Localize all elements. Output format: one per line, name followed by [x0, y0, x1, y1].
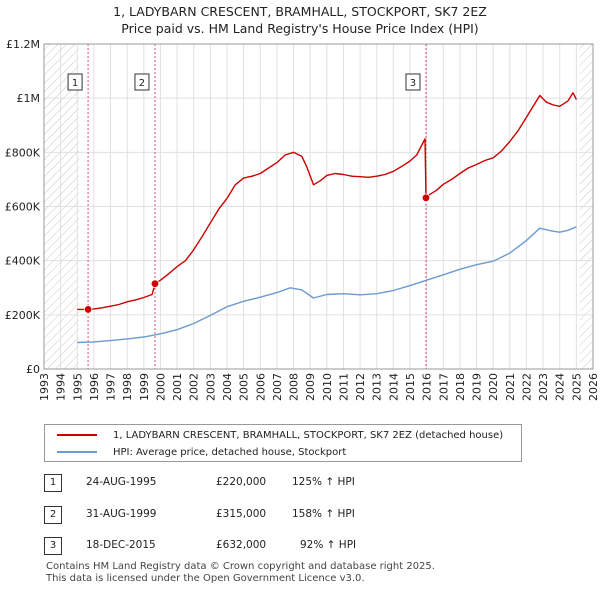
sale-point	[83, 305, 93, 314]
x-tick-label: 2011	[337, 373, 350, 401]
sale-marker-label: 3	[410, 78, 416, 89]
property-price-line	[77, 92, 578, 311]
x-tick-label: 2019	[471, 373, 484, 401]
x-tick-label: 1998	[121, 373, 134, 401]
x-tick-label: 1997	[105, 373, 118, 401]
x-tick-label: 2004	[221, 373, 234, 401]
sale-number-badge: 1	[44, 474, 62, 492]
x-tick-label: 2020	[487, 373, 500, 401]
sale-price: £220,000	[216, 476, 267, 488]
legend-item-hpi: HPI: Average price, detached house, Stoc…	[57, 444, 346, 460]
legend-swatch-property	[57, 434, 97, 436]
footer-copyright: Contains HM Land Registry data © Crown c…	[46, 561, 435, 572]
sale-marker-box	[405, 73, 421, 91]
legend-swatch-hpi	[57, 451, 97, 453]
x-tick-label: 2010	[321, 373, 334, 401]
legend-label-property: 1, LADYBARN CRESCENT, BRAMHALL, STOCKPOR…	[113, 429, 504, 441]
x-tick-label: 2009	[304, 373, 317, 401]
x-tick-label: 2002	[188, 373, 201, 401]
sale-number-badge: 2	[44, 506, 62, 524]
x-tick-label: 2017	[437, 373, 450, 401]
x-tick-label: 2026	[587, 373, 600, 401]
sale-number-badge: 3	[44, 537, 62, 555]
x-tick-label: 1994	[55, 373, 68, 401]
x-tick-label: 2018	[454, 373, 467, 401]
y-tick-label: £800K	[5, 146, 41, 159]
sale-marker-box	[134, 73, 150, 91]
chart-subtitle: Price paid vs. HM Land Registry's House …	[121, 21, 479, 36]
y-tick-label: £600K	[5, 201, 41, 214]
sale-marker-label: 2	[139, 78, 145, 89]
x-tick-label: 2025	[570, 373, 583, 401]
y-tick-label: £0	[26, 363, 40, 376]
x-tick-label: 2008	[288, 373, 301, 401]
legend-item-property: 1, LADYBARN CRESCENT, BRAMHALL, STOCKPOR…	[57, 427, 503, 443]
sale-point	[150, 279, 160, 288]
y-tick-label: £1.2M	[6, 38, 40, 51]
sale-date: 31-AUG-1999	[86, 508, 157, 520]
sale-marker-box	[67, 73, 83, 91]
x-tick-label: 2016	[421, 373, 434, 401]
chart-title: 1, LADYBARN CRESCENT, BRAMHALL, STOCKPOR…	[113, 4, 487, 19]
hpi-line	[77, 226, 577, 344]
x-tick-label: 1993	[38, 373, 51, 401]
x-tick-label: 2000	[154, 373, 167, 401]
x-tick-label: 1995	[71, 373, 84, 401]
x-tick-label: 2005	[238, 373, 251, 401]
x-tick-label: 2024	[554, 373, 567, 401]
x-tick-label: 2013	[371, 373, 384, 401]
x-tick-label: 2022	[520, 373, 533, 401]
footer-license: This data is licensed under the Open Gov…	[46, 573, 365, 584]
plot-frame	[43, 43, 594, 370]
x-tick-label: 1999	[138, 373, 151, 401]
sale-point	[421, 193, 431, 203]
x-tick-label: 2007	[271, 373, 284, 401]
sale-date: 18-DEC-2015	[86, 539, 156, 551]
x-tick-label: 2003	[204, 373, 217, 401]
x-tick-label: 2023	[537, 373, 550, 401]
y-tick-label: £1M	[17, 92, 41, 105]
sale-hpi-change: 92% ↑ HPI	[300, 539, 357, 551]
x-tick-label: 2012	[354, 373, 367, 401]
sale-marker-label: 1	[72, 78, 78, 89]
x-tick-label: 2001	[171, 373, 184, 401]
x-tick-label: 2006	[254, 373, 267, 401]
x-tick-label: 2015	[404, 373, 417, 401]
x-tick-label: 2021	[504, 373, 517, 401]
x-tick-label: 1996	[88, 373, 101, 401]
legend: 1, LADYBARN CRESCENT, BRAMHALL, STOCKPOR…	[44, 424, 522, 462]
legend-label-hpi: HPI: Average price, detached house, Stoc…	[113, 446, 347, 458]
sale-hpi-change: 125% ↑ HPI	[292, 476, 355, 488]
sale-date: 24-AUG-1995	[86, 476, 157, 488]
sale-hpi-change: 158% ↑ HPI	[292, 508, 355, 520]
y-tick-label: £200K	[5, 309, 41, 322]
x-tick-label: 2014	[387, 373, 400, 401]
price-chart: 1 2 3 £0 £200K £400K £600K £800K £1M £1.2M 1993 1…	[5, 38, 600, 401]
y-tick-label: £400K	[5, 255, 41, 268]
sale-price: £632,000	[216, 539, 267, 551]
sale-price: £315,000	[216, 508, 267, 520]
